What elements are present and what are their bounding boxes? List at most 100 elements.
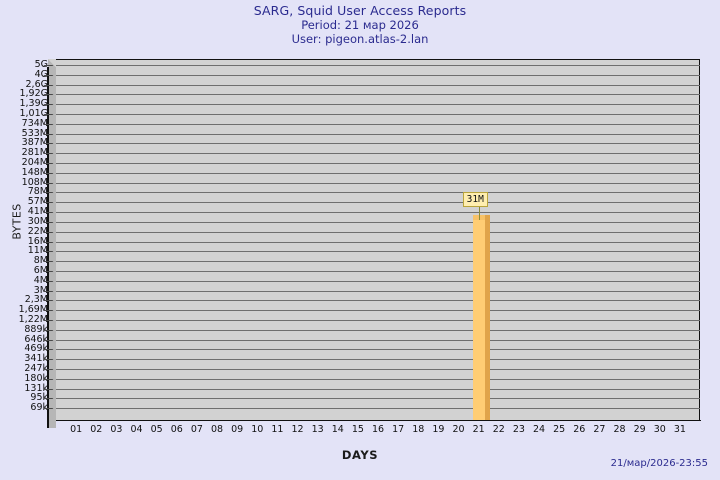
y-tick-label: 469k (24, 343, 48, 355)
y-tick-label: 387M (21, 137, 48, 149)
x-tick-label: 13 (311, 424, 324, 435)
gridline (56, 319, 700, 321)
y-tick-mark (43, 56, 62, 66)
bar-label-stem (478, 206, 480, 221)
y-tick-label: 533M (21, 127, 48, 139)
y-tick-label: 1,01G (19, 108, 48, 120)
x-tick-label: 09 (231, 424, 244, 435)
x-tick-label: 31 (673, 424, 686, 435)
x-tick-label: 01 (70, 424, 83, 435)
gridline (56, 280, 700, 282)
y-tick-label: 131k (24, 382, 48, 394)
x-tick-label: 02 (90, 424, 103, 435)
gridline (56, 202, 700, 204)
x-tick-label: 07 (190, 424, 203, 435)
gridline (56, 221, 700, 223)
y-tick-label: 4M (33, 274, 48, 286)
chart-header: SARG, Squid User Access Reports Period: … (0, 0, 720, 46)
y-tick-label: 2,6G (25, 78, 48, 90)
gridline (56, 270, 700, 272)
y-tick-label: 11M (27, 245, 48, 257)
y-tick-label: 4G (34, 68, 48, 80)
gridline (56, 388, 700, 390)
bar-value-label: 31M (462, 192, 488, 208)
gridline (56, 290, 700, 292)
x-tick-label: 26 (573, 424, 586, 435)
plot-wall-left (48, 67, 56, 428)
gridline (56, 163, 700, 165)
gridline (56, 408, 700, 410)
y-axis-line (47, 67, 49, 428)
gridline (56, 172, 700, 174)
x-axis-ticks: 01 02 03 04 05 06 07 08 09 10 11 12 13 14 15 16 17 18 19 20… (56, 424, 700, 440)
gridline (56, 339, 700, 341)
bar-day-21[interactable] (472, 220, 485, 420)
y-tick-label: 2,3M (24, 294, 48, 306)
x-tick-label: 29 (633, 424, 646, 435)
gridline (56, 182, 700, 184)
y-tick-label: 1,92G (19, 88, 48, 100)
y-tick-label: 1,39G (19, 98, 48, 110)
y-tick-label: 78M (27, 186, 48, 198)
gridline (56, 241, 700, 243)
gridline (56, 231, 700, 233)
x-tick-label: 06 (170, 424, 183, 435)
y-tick-label: 30M (27, 215, 48, 227)
x-tick-label: 04 (130, 424, 143, 435)
x-tick-label: 10 (251, 424, 264, 435)
x-tick-label: 08 (210, 424, 224, 435)
y-tick-label: 95k (30, 392, 48, 404)
y-tick-label: 22M (27, 225, 48, 237)
y-tick-label: 1,22M (18, 313, 48, 325)
y-tick-label: 1,69M (18, 304, 48, 316)
x-tick-label: 22 (492, 424, 505, 435)
x-tick-label: 15 (351, 424, 364, 435)
x-tick-label: 18 (412, 424, 425, 435)
gridline (56, 310, 700, 312)
x-tick-label: 20 (452, 424, 465, 435)
y-tick-label: 5G (34, 59, 48, 70)
y-tick-label: 341k (24, 353, 48, 365)
x-axis-line (56, 419, 701, 421)
x-tick-label: 16 (371, 424, 385, 435)
generated-timestamp: 21/мар/2026-23:55 (610, 458, 708, 469)
y-tick-label: 69k (30, 402, 48, 414)
x-tick-label: 24 (532, 424, 546, 435)
gridline (56, 261, 700, 263)
x-tick-label: 11 (271, 424, 284, 435)
gridline (56, 251, 700, 253)
y-tick-label: 180k (24, 372, 48, 384)
gridline (56, 212, 700, 214)
y-tick-label: 16M (27, 235, 48, 247)
x-tick-label: 27 (593, 424, 606, 435)
y-tick-label: 281M (21, 147, 48, 159)
gridline (56, 143, 700, 145)
x-tick-label: 14 (331, 424, 344, 435)
x-tick-label: 30 (653, 424, 666, 435)
gridline (56, 123, 700, 125)
gridline (56, 84, 700, 86)
x-tick-label: 03 (110, 424, 123, 435)
x-tick-label: 21 (472, 424, 485, 435)
x-tick-label: 28 (613, 424, 626, 435)
x-tick-label: 05 (150, 424, 163, 435)
gridline (56, 153, 700, 155)
x-tick-label: 23 (512, 424, 525, 435)
gridline (56, 398, 700, 400)
gridline (56, 104, 700, 106)
gridline (56, 378, 700, 380)
page-title: SARG, Squid User Access Reports (253, 3, 467, 18)
y-tick-label: 6M (33, 264, 48, 276)
gridline (56, 192, 700, 194)
x-tick-label: 12 (291, 424, 304, 435)
x-axis-title: DAYS (341, 448, 379, 462)
y-tick-label: 148M (21, 166, 48, 178)
y-tick-label: 57M (27, 196, 48, 208)
gridline (56, 65, 700, 66)
x-tick-label: 25 (553, 424, 566, 435)
report-user: User: pigeon.atlas-2.lan (291, 32, 429, 46)
y-tick-label: 889k (24, 323, 48, 335)
bar-side-face (484, 215, 490, 420)
y-tick-label: 8M (33, 255, 48, 267)
